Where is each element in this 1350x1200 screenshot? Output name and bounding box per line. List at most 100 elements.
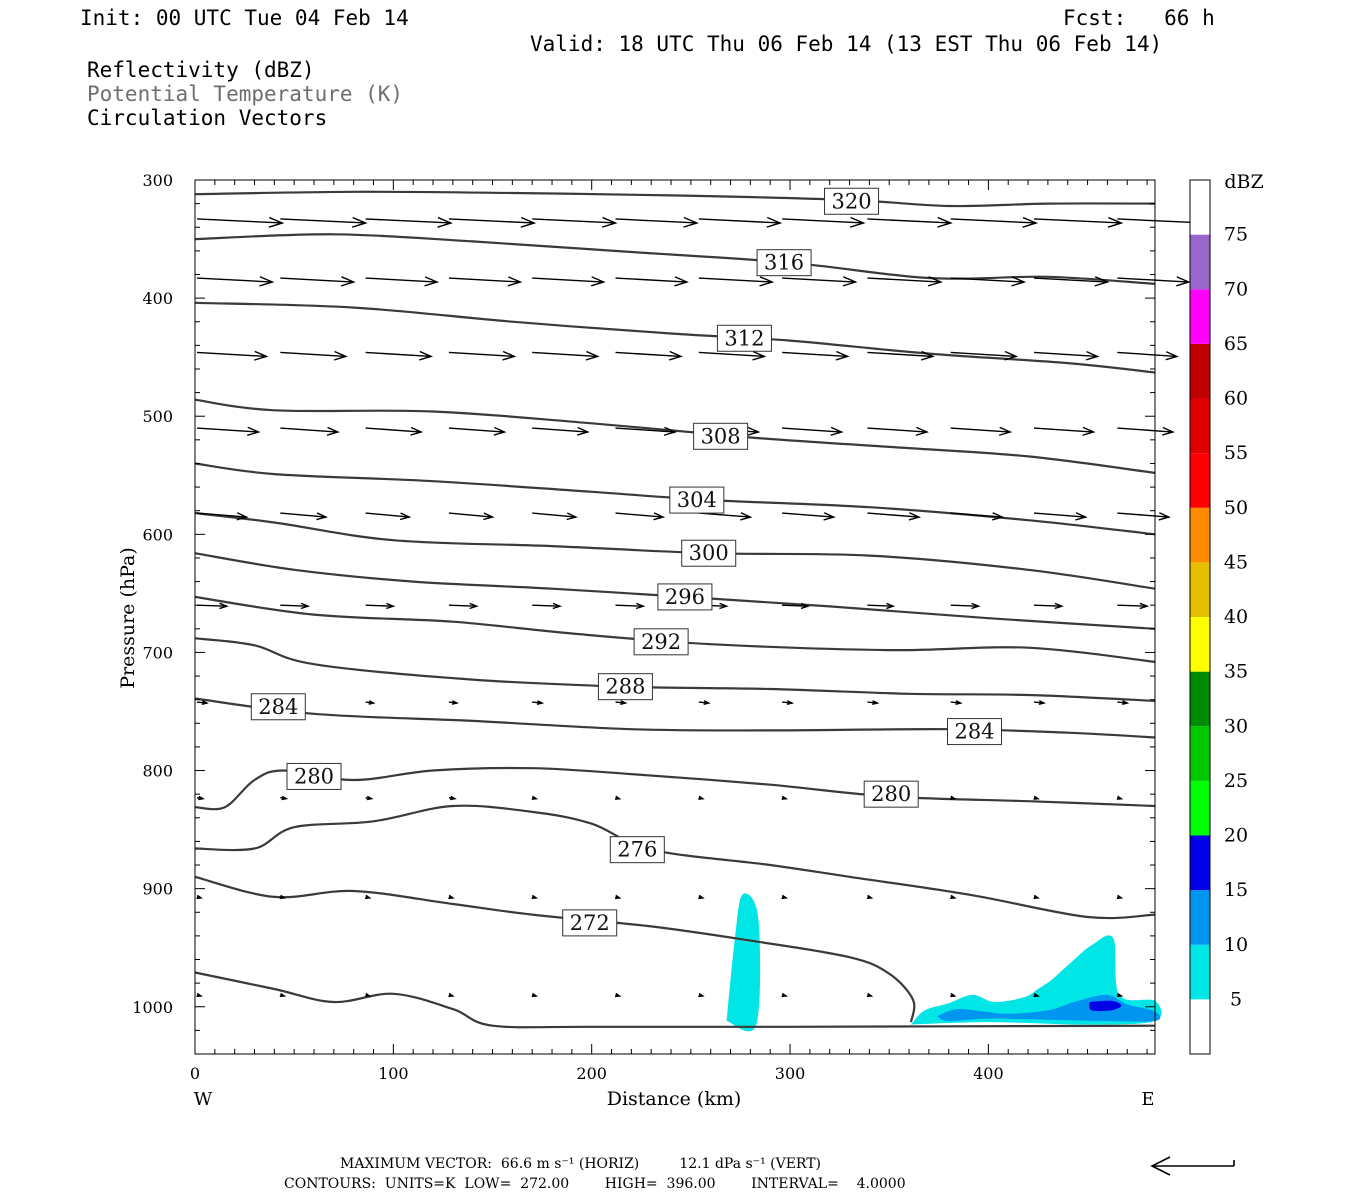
y-tick-label: 1000	[132, 998, 173, 1017]
colorbar-tick-label: 50	[1224, 497, 1248, 519]
circulation-vector	[615, 426, 678, 436]
circulation-vector	[196, 276, 275, 287]
circulation-vector	[950, 894, 957, 900]
circulation-vector	[448, 426, 507, 436]
theta-contour-316	[194, 233, 1156, 285]
theta-contours	[194, 190, 1156, 1029]
circulation-vector	[196, 602, 229, 610]
circulation-vector	[950, 602, 981, 610]
circulation-vector	[782, 602, 810, 610]
circulation-vector	[1033, 350, 1100, 361]
circulation-vector	[1033, 512, 1088, 521]
circulation-vector	[448, 512, 495, 521]
circulation-vector	[950, 216, 1039, 228]
circulation-vector	[866, 894, 874, 900]
circulation-vector	[532, 700, 545, 706]
circulation-vector	[866, 992, 874, 998]
theta-contour-272	[194, 971, 1156, 1029]
colorbar-swatch	[1190, 726, 1210, 781]
contour-labels: 320 316 312 308 304 300 296 292 288 284 284 280 280 2…	[250, 187, 1003, 937]
contour-label-316: 316	[756, 249, 812, 277]
theta-contour-280	[194, 766, 1156, 811]
circulation-vector	[950, 700, 963, 706]
circulation-vector	[279, 894, 287, 900]
svg-text:272: 272	[570, 911, 610, 935]
colorbar-tick-label: 20	[1224, 825, 1248, 847]
contour-label-304: 304	[669, 486, 725, 514]
reflectivity-area-15dbz	[1089, 1000, 1122, 1012]
colorbar-tick-label: 25	[1224, 770, 1248, 792]
circulation-vector	[698, 216, 783, 228]
contour-label-292: 292	[633, 628, 689, 656]
circulation-vector	[867, 602, 896, 610]
circulation-vector	[196, 350, 269, 361]
colorbar-tick-label: 40	[1224, 606, 1248, 628]
colorbar-tick-label: 65	[1224, 333, 1248, 355]
circulation-vector	[950, 426, 1013, 436]
svg-text:280: 280	[294, 764, 334, 788]
circulation-vector	[196, 216, 285, 228]
field-label-vectors: Circulation Vectors	[87, 106, 328, 130]
circulation-vector	[196, 894, 203, 900]
colorbar-tick-label: 5	[1230, 988, 1242, 1010]
circulation-vector	[615, 602, 646, 610]
circulation-vector	[950, 512, 1005, 521]
colorbar-tick-label: 35	[1224, 661, 1248, 683]
circulation-vector	[782, 426, 844, 436]
circulation-vector	[365, 512, 412, 521]
circulation-vector	[1033, 426, 1096, 436]
colorbar: 5 10 15 20 25 30 35 40 45 50 55 60 65 70 75	[1189, 179, 1248, 1055]
x-tick-labels: 0 100 200 300 400	[190, 1064, 1004, 1083]
svg-text:284: 284	[258, 695, 298, 719]
reflectivity-layer	[726, 893, 1162, 1032]
circulation-vector	[1033, 894, 1040, 900]
svg-text:292: 292	[641, 630, 681, 654]
circulation-vector	[365, 276, 440, 287]
valid-time: Valid: 18 UTC Thu 06 Feb 14 (13 EST Thu …	[530, 32, 1163, 56]
circulation-vector	[1033, 602, 1064, 610]
circulation-vector	[1033, 795, 1040, 800]
contour-label-288: 288	[597, 673, 653, 701]
theta-contour-308	[194, 398, 1156, 474]
circulation-vector	[196, 426, 261, 437]
y-tick-label: 700	[142, 643, 173, 662]
circulation-vector	[448, 894, 455, 900]
colorbar-swatch	[1190, 890, 1210, 945]
contour-label-272: 272	[562, 909, 618, 937]
circulation-vector	[782, 350, 850, 361]
circulation-vector	[280, 512, 328, 521]
circulation-vector	[614, 894, 622, 900]
colorbar-tick-label: 75	[1224, 224, 1248, 246]
svg-text:316: 316	[764, 251, 804, 275]
contour-info-note: CONTOURS: UNITS=K LOW= 272.00 HIGH= 396.…	[284, 1176, 906, 1192]
circulation-vector	[615, 350, 684, 361]
circulation-vector	[615, 276, 689, 287]
colorbar-swatch	[1190, 671, 1210, 727]
circulation-vector	[781, 992, 789, 998]
contour-label-276: 276	[609, 836, 665, 864]
y-axis-label: Pressure (hPa)	[117, 547, 139, 689]
svg-text:276: 276	[617, 838, 657, 862]
colorbar-swatch	[1190, 835, 1210, 891]
circulation-vector	[196, 512, 249, 521]
circulation-vector	[365, 894, 372, 900]
circulation-vector	[698, 795, 705, 800]
svg-text:300: 300	[689, 541, 729, 565]
circulation-vector	[531, 795, 539, 800]
theta-contour-276	[194, 804, 1156, 920]
circulation-vector	[365, 216, 453, 228]
axis-ticks	[194, 179, 1155, 1055]
x-tick-label: 300	[775, 1064, 806, 1083]
circulation-vector	[280, 426, 340, 436]
circulation-vector	[532, 216, 618, 228]
circulation-vector	[448, 276, 523, 287]
circulation-vector	[1117, 426, 1175, 436]
circulation-vector	[280, 350, 348, 361]
y-tick-label: 600	[142, 525, 173, 544]
colorbar-tick-label: 10	[1224, 934, 1248, 956]
circulation-vector	[781, 894, 789, 900]
contour-label-300: 300	[681, 539, 737, 567]
circulation-vector	[867, 700, 880, 706]
x-tick-label: 400	[973, 1064, 1004, 1083]
maximum-vector-note: MAXIMUM VECTOR: 66.6 m s⁻¹ (HORIZ) 12.1 …	[340, 1156, 822, 1172]
